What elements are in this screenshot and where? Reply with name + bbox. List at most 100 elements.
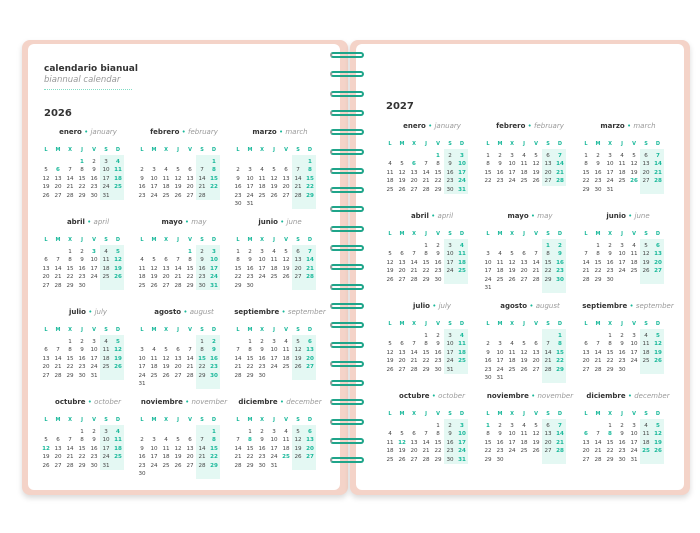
day-cell: 18 <box>640 438 652 447</box>
month-grid: L M X J V S D 1 2 3 4 5 6 7 8 9 10 11 12 13 14 15 16 17 18 19 20 21… <box>40 146 136 200</box>
month-title: febrero • february <box>150 128 218 136</box>
day-cell: 17 <box>270 445 278 452</box>
empty-cell <box>268 158 280 167</box>
empty-cell <box>148 158 160 167</box>
empty-cell <box>196 427 208 436</box>
day-cell: 24 <box>246 192 254 199</box>
day-cell: 22 <box>484 178 492 184</box>
empty-cell <box>232 158 244 167</box>
day-cell: 25 <box>618 178 626 184</box>
empty-cell <box>196 380 208 389</box>
month-title: febrero • february <box>496 122 564 130</box>
day-cell: 6 <box>542 421 554 430</box>
day-cell: 13 <box>640 160 652 169</box>
empty-cell <box>244 158 256 167</box>
day-cell: 25 <box>640 447 652 456</box>
weekday-header: S <box>104 327 108 333</box>
empty-cell <box>542 455 554 464</box>
day-cell: 2 <box>140 167 144 173</box>
day-cell: 28 <box>304 273 316 282</box>
weekday-header: L <box>584 411 588 417</box>
month-name-en: august <box>189 308 214 316</box>
day-cell: 26 <box>270 192 278 199</box>
day-cell: 9 <box>140 175 144 182</box>
month-name-en: february <box>534 122 564 130</box>
day-cell: 29 <box>78 192 86 199</box>
weekday-header: J <box>425 411 427 417</box>
day-cell: 7 <box>68 167 72 173</box>
day-cell: 2 <box>486 341 490 347</box>
day-cell: 24 <box>508 178 516 184</box>
day-cell: 13 <box>42 265 50 272</box>
day-cell: 22 <box>304 183 316 192</box>
month-name-es: marzo <box>252 128 277 136</box>
day-cell: 24 <box>270 364 278 370</box>
day-cell: 10 <box>630 341 638 347</box>
day-cell: 16 <box>208 354 220 363</box>
spiral-ring <box>330 380 364 388</box>
spiral-ring <box>330 245 364 253</box>
empty-cell <box>64 158 76 167</box>
spiral-ring <box>330 71 364 79</box>
day-cell: 16 <box>258 355 266 362</box>
day-cell: 10 <box>100 436 112 445</box>
day-cell: 7 <box>292 166 304 175</box>
day-cell: 23 <box>606 268 614 274</box>
day-cell: 19 <box>398 178 406 184</box>
day-cell: 10 <box>606 161 614 167</box>
month-november: noviembre • november L M X J V S D 1 2 3 4 5 6 7 8 9 10 11… <box>482 392 578 464</box>
day-cell: 2 <box>248 248 252 255</box>
empty-cell <box>506 374 518 383</box>
weekday-header: D <box>557 321 563 327</box>
day-cell: 27 <box>282 192 290 199</box>
day-cell: 1 <box>248 338 252 345</box>
day-cell: 2 <box>596 152 600 159</box>
weekday-header: X <box>68 327 72 333</box>
day-cell: 2 <box>444 421 456 430</box>
day-cell: 9 <box>236 175 240 182</box>
weekday-header: S <box>644 321 648 327</box>
day-cell: 19 <box>652 348 664 357</box>
day-cell: 18 <box>456 348 468 357</box>
day-cell: 26 <box>386 366 394 373</box>
month-title: mayo • may <box>507 212 553 220</box>
weekday-header: V <box>92 327 96 333</box>
day-cell: 20 <box>398 268 406 274</box>
day-cell: 30 <box>594 186 602 193</box>
empty-cell <box>518 242 530 251</box>
day-cell: 9 <box>92 437 96 443</box>
day-cell: 21 <box>594 448 602 454</box>
day-cell: 16 <box>554 258 566 267</box>
day-cell: 2 <box>260 428 264 435</box>
weekday-header: X <box>164 327 168 333</box>
day-cell: 31 <box>100 191 112 200</box>
day-cell: 31 <box>456 455 468 464</box>
day-cell: 13 <box>398 259 406 266</box>
weekday-header: V <box>534 321 538 327</box>
day-cell: 12 <box>520 349 528 356</box>
empty-cell <box>482 332 494 341</box>
day-cell: 2 <box>208 337 220 346</box>
day-cell: 20 <box>398 358 406 364</box>
day-cell: 4 <box>152 347 156 353</box>
day-cell: 28 <box>196 191 208 200</box>
month-name-en: june <box>286 218 302 226</box>
day-cell: 14 <box>234 355 242 362</box>
day-cell: 8 <box>486 431 490 437</box>
month-name-en: november <box>191 398 228 406</box>
empty-cell <box>384 422 396 431</box>
weekday-header: V <box>534 231 538 237</box>
day-cell: 20 <box>186 184 194 190</box>
day-cell: 6 <box>412 161 416 167</box>
day-cell: 26 <box>508 276 516 283</box>
day-cell: 13 <box>582 439 590 446</box>
day-cell: 31 <box>138 381 146 387</box>
weekday-header: M <box>247 237 253 243</box>
day-cell: 15 <box>66 355 74 362</box>
month-december: diciembre • december L M X J V S D 1 2 3 4 5 6 7 8 9 10 11… <box>580 392 676 464</box>
day-cell: 1 <box>596 242 600 249</box>
weekday-header: V <box>92 147 96 153</box>
day-cell: 30 <box>484 375 492 381</box>
day-cell: 17 <box>496 358 504 364</box>
empty-cell <box>628 276 640 285</box>
